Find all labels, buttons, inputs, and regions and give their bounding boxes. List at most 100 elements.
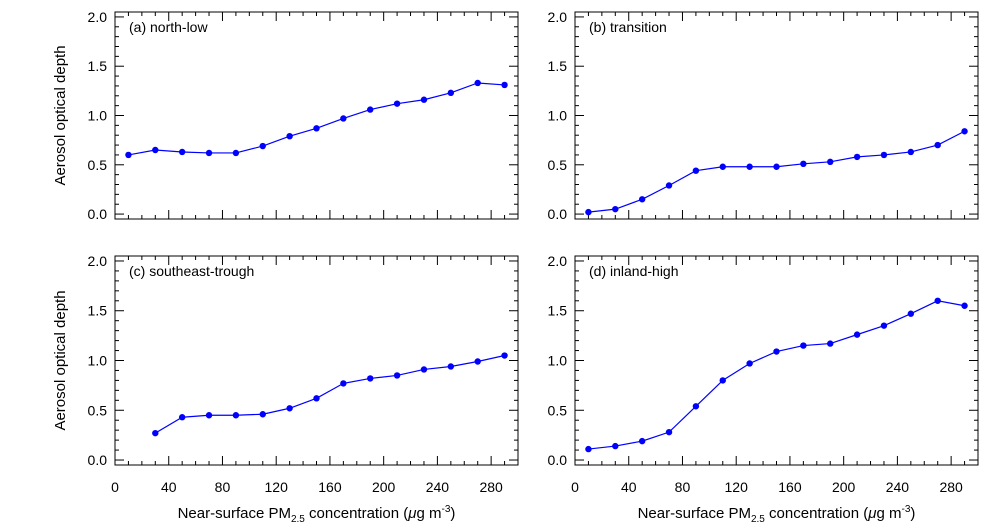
x-tick-label: 0 (571, 479, 579, 495)
data-point (205, 149, 213, 157)
x-tick-label: 80 (675, 479, 691, 495)
axes-frame (574, 255, 979, 466)
data-point (259, 411, 266, 418)
data-point (827, 340, 834, 347)
x-tick-label: 160 (778, 479, 802, 495)
data-point (934, 141, 941, 149)
data-point (152, 429, 159, 437)
data-point (393, 100, 401, 107)
data-point (286, 133, 293, 140)
x-tick-label: 200 (832, 479, 856, 495)
series-line (588, 300, 965, 450)
x-tick-label: 240 (886, 479, 910, 495)
panel-title: (b) transition (589, 19, 667, 35)
y-tick-label: 2.0 (88, 9, 108, 25)
y-tick-label: 1.5 (88, 303, 108, 319)
data-point (178, 148, 186, 156)
data-point (746, 360, 753, 367)
data-point (665, 428, 673, 436)
data-point (961, 128, 968, 135)
data-point (665, 182, 673, 189)
x-axis-label: Near-surface PM2.5 concentration (μg m-3… (638, 504, 916, 525)
data-point (313, 395, 320, 402)
panel-a: 0.0 0.5 1.0 1.5 2.0 (a) north-low Aerosol opti… (52, 9, 519, 222)
x-tick-label: 120 (265, 479, 289, 495)
y-tick-label: 0.5 (548, 157, 568, 173)
data-point (178, 414, 186, 421)
x-tick-label: 240 (426, 479, 450, 495)
y-tick-label: 1.0 (548, 108, 568, 124)
y-tick-label: 1.5 (88, 58, 108, 74)
data-point (125, 151, 132, 159)
data-point (501, 81, 508, 89)
y-tick-label: 2.0 (548, 253, 568, 269)
y-tick-label: 0.5 (88, 402, 108, 418)
data-point (692, 403, 700, 410)
data-point (152, 146, 159, 154)
panel-title: (d) inland-high (589, 263, 679, 279)
y-tick-label: 0.5 (88, 157, 108, 173)
data-point (420, 366, 428, 373)
axes-frame (114, 11, 519, 220)
x-tick-label: 80 (215, 479, 231, 495)
data-point (232, 412, 240, 419)
data-point (447, 89, 455, 97)
data-point (907, 148, 915, 156)
y-tick-label: 1.5 (548, 58, 568, 74)
data-point (907, 310, 915, 317)
data-point (853, 331, 861, 338)
data-point (501, 352, 508, 359)
data-point (880, 151, 888, 159)
y-axis-label: Aerosol optical depth (52, 45, 69, 185)
data-point (340, 380, 347, 387)
y-tick-label: 0.0 (548, 452, 568, 468)
x-axis-label: Near-surface PM2.5 concentration (μg m-3… (178, 504, 456, 525)
x-tick-label: 120 (725, 479, 749, 495)
data-point (934, 297, 941, 304)
y-tick-label: 0.0 (88, 206, 108, 222)
data-point (232, 149, 240, 157)
data-point (880, 322, 888, 329)
data-point (420, 96, 428, 103)
data-point (612, 442, 619, 450)
data-point (205, 412, 213, 419)
y-tick-label: 1.5 (548, 303, 568, 319)
data-point (340, 115, 347, 122)
x-tick-label: 200 (372, 479, 396, 495)
data-point (692, 167, 700, 174)
x-tick-label: 280 (939, 479, 963, 495)
data-point (746, 163, 753, 170)
y-tick-label: 2.0 (88, 253, 108, 269)
x-tick-label: 40 (621, 479, 637, 495)
y-tick-label: 2.0 (548, 9, 568, 25)
data-point (773, 163, 780, 170)
data-point (961, 302, 968, 309)
data-point (773, 348, 780, 355)
data-point (585, 445, 592, 453)
y-tick-label: 1.0 (548, 353, 568, 369)
data-point (612, 205, 619, 213)
data-point (474, 358, 481, 365)
data-point (393, 372, 401, 379)
y-axis-label: Aerosol optical depth (52, 290, 69, 430)
y-tick-label: 1.0 (88, 108, 108, 124)
x-tick-label: 160 (318, 479, 342, 495)
axes-frame (574, 11, 979, 220)
x-tick-label: 40 (161, 479, 177, 495)
data-point (367, 375, 374, 382)
data-point (800, 342, 807, 349)
data-point (313, 125, 320, 132)
x-tick-label: 280 (479, 479, 503, 495)
panel-b: 0.0 0.5 1.0 1.5 2.0 (b) transition (548, 9, 979, 222)
data-point (853, 153, 861, 161)
data-point (827, 158, 834, 166)
data-point (286, 405, 293, 412)
panel-c: 0.0 0.5 1.0 1.5 2.0 0 40 80 120 160 200 240 280 (c) s… (52, 253, 519, 525)
series-line (154, 354, 505, 434)
data-point (474, 79, 481, 87)
y-tick-label: 0.0 (548, 206, 568, 222)
data-point (585, 208, 592, 216)
data-point (259, 142, 266, 150)
x-tick-label: 0 (111, 479, 119, 495)
